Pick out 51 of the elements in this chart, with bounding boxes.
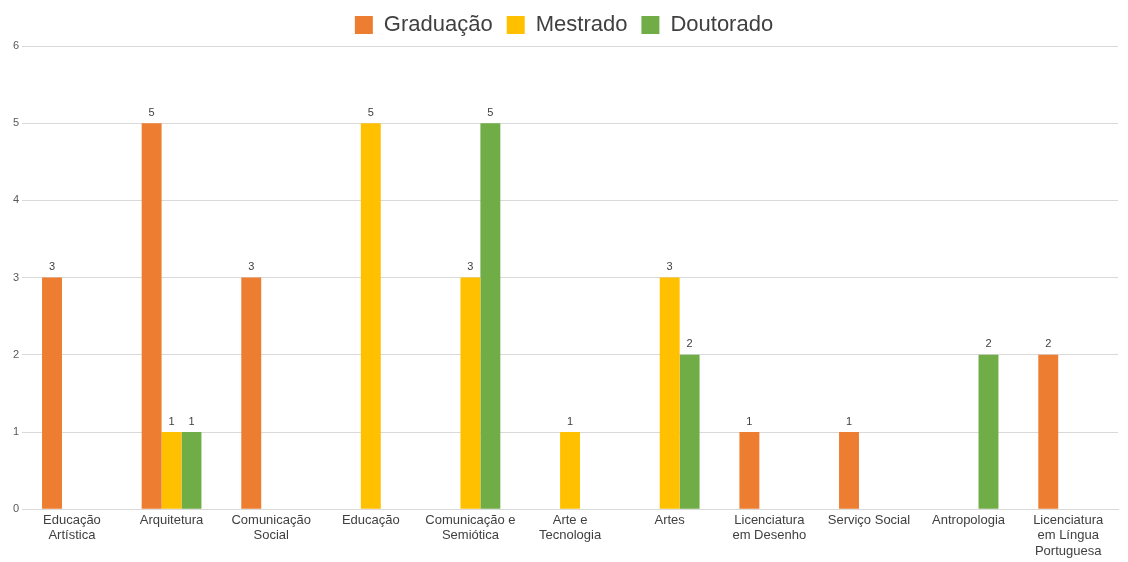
bar xyxy=(161,432,182,509)
data-label: 1 xyxy=(746,414,753,427)
bar xyxy=(839,432,859,509)
bar xyxy=(181,432,202,509)
data-label: 1 xyxy=(845,414,853,427)
x-tick-label: Arte e Tecnologia xyxy=(538,511,602,543)
data-label: 3 xyxy=(666,260,673,273)
y-tick-label: 3 xyxy=(12,270,20,283)
x-tick-label: Educação xyxy=(341,511,400,527)
bar xyxy=(42,277,62,509)
data-label: 2 xyxy=(1045,337,1052,350)
data-label: 2 xyxy=(985,337,992,350)
bar xyxy=(679,354,700,509)
bar xyxy=(978,354,999,509)
data-label: 1 xyxy=(567,414,574,427)
data-label: 1 xyxy=(188,414,195,427)
legend-label: Mestrado xyxy=(535,11,628,37)
y-tick-label: 6 xyxy=(12,39,20,52)
data-label: 5 xyxy=(367,105,374,118)
bar xyxy=(560,432,581,509)
x-tick-label: Educação Artística xyxy=(43,511,101,543)
bar xyxy=(739,432,760,509)
legend-label: Graduação xyxy=(383,11,493,37)
y-tick-label: 0 xyxy=(12,502,20,515)
y-tick-label: 2 xyxy=(12,347,20,360)
bar xyxy=(659,277,680,509)
data-label: 3 xyxy=(248,260,255,273)
data-label: 3 xyxy=(48,260,56,273)
legend-label: Doutorado xyxy=(670,11,774,37)
x-tick-label: Arquitetura xyxy=(139,511,205,527)
x-tick-label: Licenciatura em Desenho xyxy=(732,511,807,543)
data-label: 5 xyxy=(487,105,494,118)
bar xyxy=(460,277,481,509)
x-tick-label: Artes xyxy=(654,511,686,527)
y-tick-label: 4 xyxy=(12,193,20,206)
data-label: 3 xyxy=(467,260,474,273)
bar xyxy=(360,123,381,509)
x-tick-label: Comunicação Social xyxy=(231,511,311,543)
x-tick-label: Comunicação e Semiótica xyxy=(425,511,516,543)
data-label: 1 xyxy=(168,414,175,427)
x-tick-label: Antropologia xyxy=(932,511,1006,527)
bar xyxy=(141,123,162,509)
bar xyxy=(241,277,262,509)
y-tick-label: 1 xyxy=(12,425,20,438)
bar xyxy=(480,123,501,509)
x-tick-label: Serviço Social xyxy=(827,511,911,527)
bar xyxy=(1038,354,1059,509)
x-tick-label: Licenciatura em Língua Portuguesa xyxy=(1033,511,1104,558)
y-tick-label: 5 xyxy=(12,116,20,129)
data-label: 5 xyxy=(148,105,155,118)
data-label: 2 xyxy=(686,337,693,350)
